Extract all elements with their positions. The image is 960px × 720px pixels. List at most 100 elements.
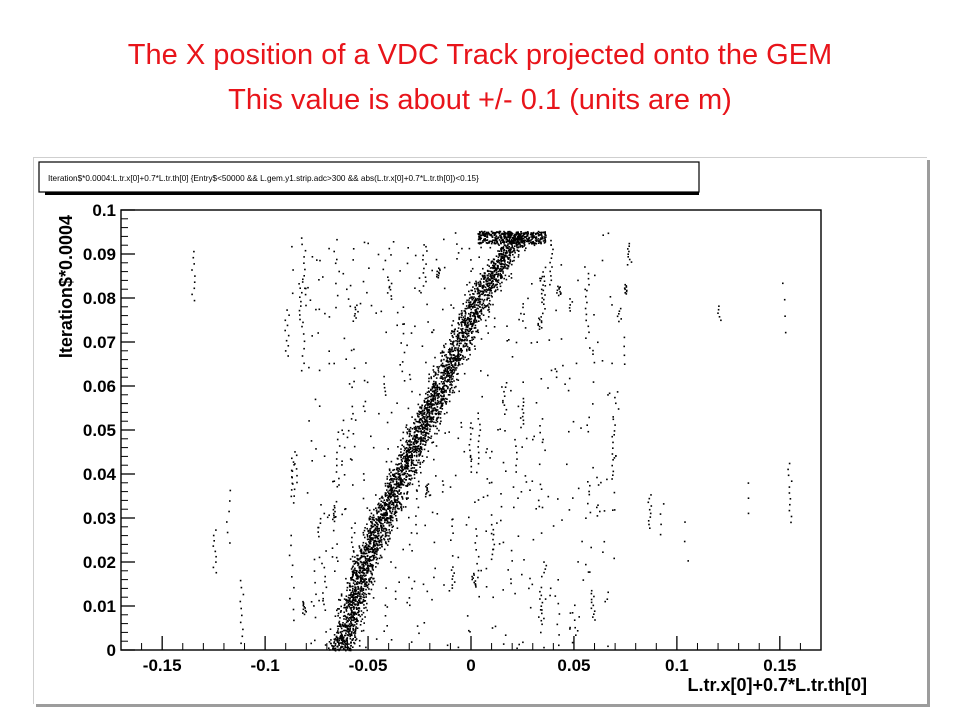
scatter-point [432, 395, 435, 397]
scatter-point [492, 280, 494, 283]
scatter-point [519, 242, 521, 245]
scatter-point [541, 623, 543, 626]
scatter-point [497, 275, 499, 278]
scatter-point [458, 316, 461, 319]
scatter-point [363, 379, 366, 382]
scatter-point [490, 272, 493, 275]
scatter-point [490, 514, 493, 516]
scatter-point [458, 318, 460, 321]
scatter-point [542, 289, 545, 292]
scatter-point [191, 293, 193, 296]
scatter-point [376, 525, 379, 528]
scatter-point [363, 549, 366, 551]
scatter-point [191, 269, 193, 271]
scatter-point [489, 279, 492, 282]
scatter-point [476, 307, 478, 310]
scatter-point [493, 543, 496, 546]
scatter-point [377, 562, 379, 565]
scatter-point [429, 405, 431, 408]
scatter-point [394, 510, 397, 513]
scatter-point [332, 480, 334, 483]
scatter-point [438, 388, 441, 391]
scatter-point [502, 267, 505, 270]
scatter-point [349, 627, 351, 630]
scatter-point [424, 431, 427, 434]
scatter-point [475, 284, 477, 287]
scatter-point [354, 522, 356, 524]
scatter-point [496, 280, 498, 283]
scatter-point [334, 647, 337, 650]
scatter-point [360, 574, 362, 577]
scatter-point [313, 570, 316, 572]
scatter-point [419, 453, 422, 455]
scatter-point [350, 541, 353, 544]
scatter-point [535, 237, 538, 239]
scatter-plot: Iteration$*0.0004:L.tr.x[0]+0.7*L.tr.th[… [38, 161, 867, 695]
scatter-point [373, 580, 376, 583]
scatter-point [440, 401, 442, 404]
scatter-point [353, 532, 356, 534]
slide-title-line-1: The X position of a VDC Track projected … [127, 39, 833, 71]
scatter-point [410, 467, 413, 470]
scatter-point [569, 612, 572, 614]
scatter-point [649, 527, 651, 529]
scatter-point [618, 310, 621, 312]
scatter-point [362, 534, 365, 536]
scatter-point [384, 530, 386, 533]
scatter-point [431, 399, 434, 402]
scatter-point [613, 509, 616, 511]
scatter-point [352, 616, 355, 619]
scatter-point [352, 579, 355, 582]
scatter-point [477, 295, 480, 298]
scatter-point [392, 506, 395, 509]
scatter-point [405, 462, 408, 465]
scatter-point [406, 459, 409, 462]
scatter-point [507, 264, 510, 267]
scatter-point [502, 232, 504, 235]
scatter-point [411, 477, 413, 480]
scatter-point [439, 387, 442, 390]
scatter-point [451, 324, 453, 327]
scatter-point [351, 594, 354, 596]
scatter-point [469, 353, 471, 356]
scatter-point [409, 448, 412, 451]
scatter-point [355, 570, 358, 572]
scatter-point [539, 277, 541, 280]
scatter-point [447, 357, 449, 359]
scatter-point [508, 339, 510, 341]
scatter-point [496, 237, 498, 240]
scatter-point [359, 593, 361, 596]
scatter-point [479, 231, 482, 234]
scatter-point [556, 292, 558, 294]
scatter-point [497, 243, 500, 245]
scatter-point [443, 369, 445, 372]
scatter-point [340, 633, 343, 635]
scatter-point [432, 441, 435, 443]
scatter-point [496, 241, 498, 243]
scatter-point [431, 386, 434, 389]
scatter-point [592, 349, 594, 352]
scatter-point [413, 580, 416, 583]
scatter-point [647, 501, 650, 504]
scatter-point [625, 285, 628, 287]
scatter-point [494, 233, 497, 235]
scatter-point [487, 285, 489, 287]
scatter-point [408, 470, 410, 472]
scatter-point [550, 279, 553, 282]
scatter-point [410, 332, 413, 334]
scatter-point [303, 275, 305, 277]
scatter-point [422, 440, 424, 442]
scatter-point [380, 539, 383, 541]
scatter-point [406, 485, 408, 487]
scatter-point [348, 597, 350, 599]
scatter-point [536, 239, 538, 241]
scatter-point [486, 236, 488, 238]
scatter-point [449, 391, 451, 393]
scatter-point [601, 360, 604, 362]
scatter-point [449, 339, 451, 341]
scatter-point [542, 271, 544, 273]
scatter-point [569, 628, 571, 630]
scatter-point [364, 410, 366, 413]
scatter-point [389, 515, 392, 517]
scatter-point [505, 247, 508, 249]
